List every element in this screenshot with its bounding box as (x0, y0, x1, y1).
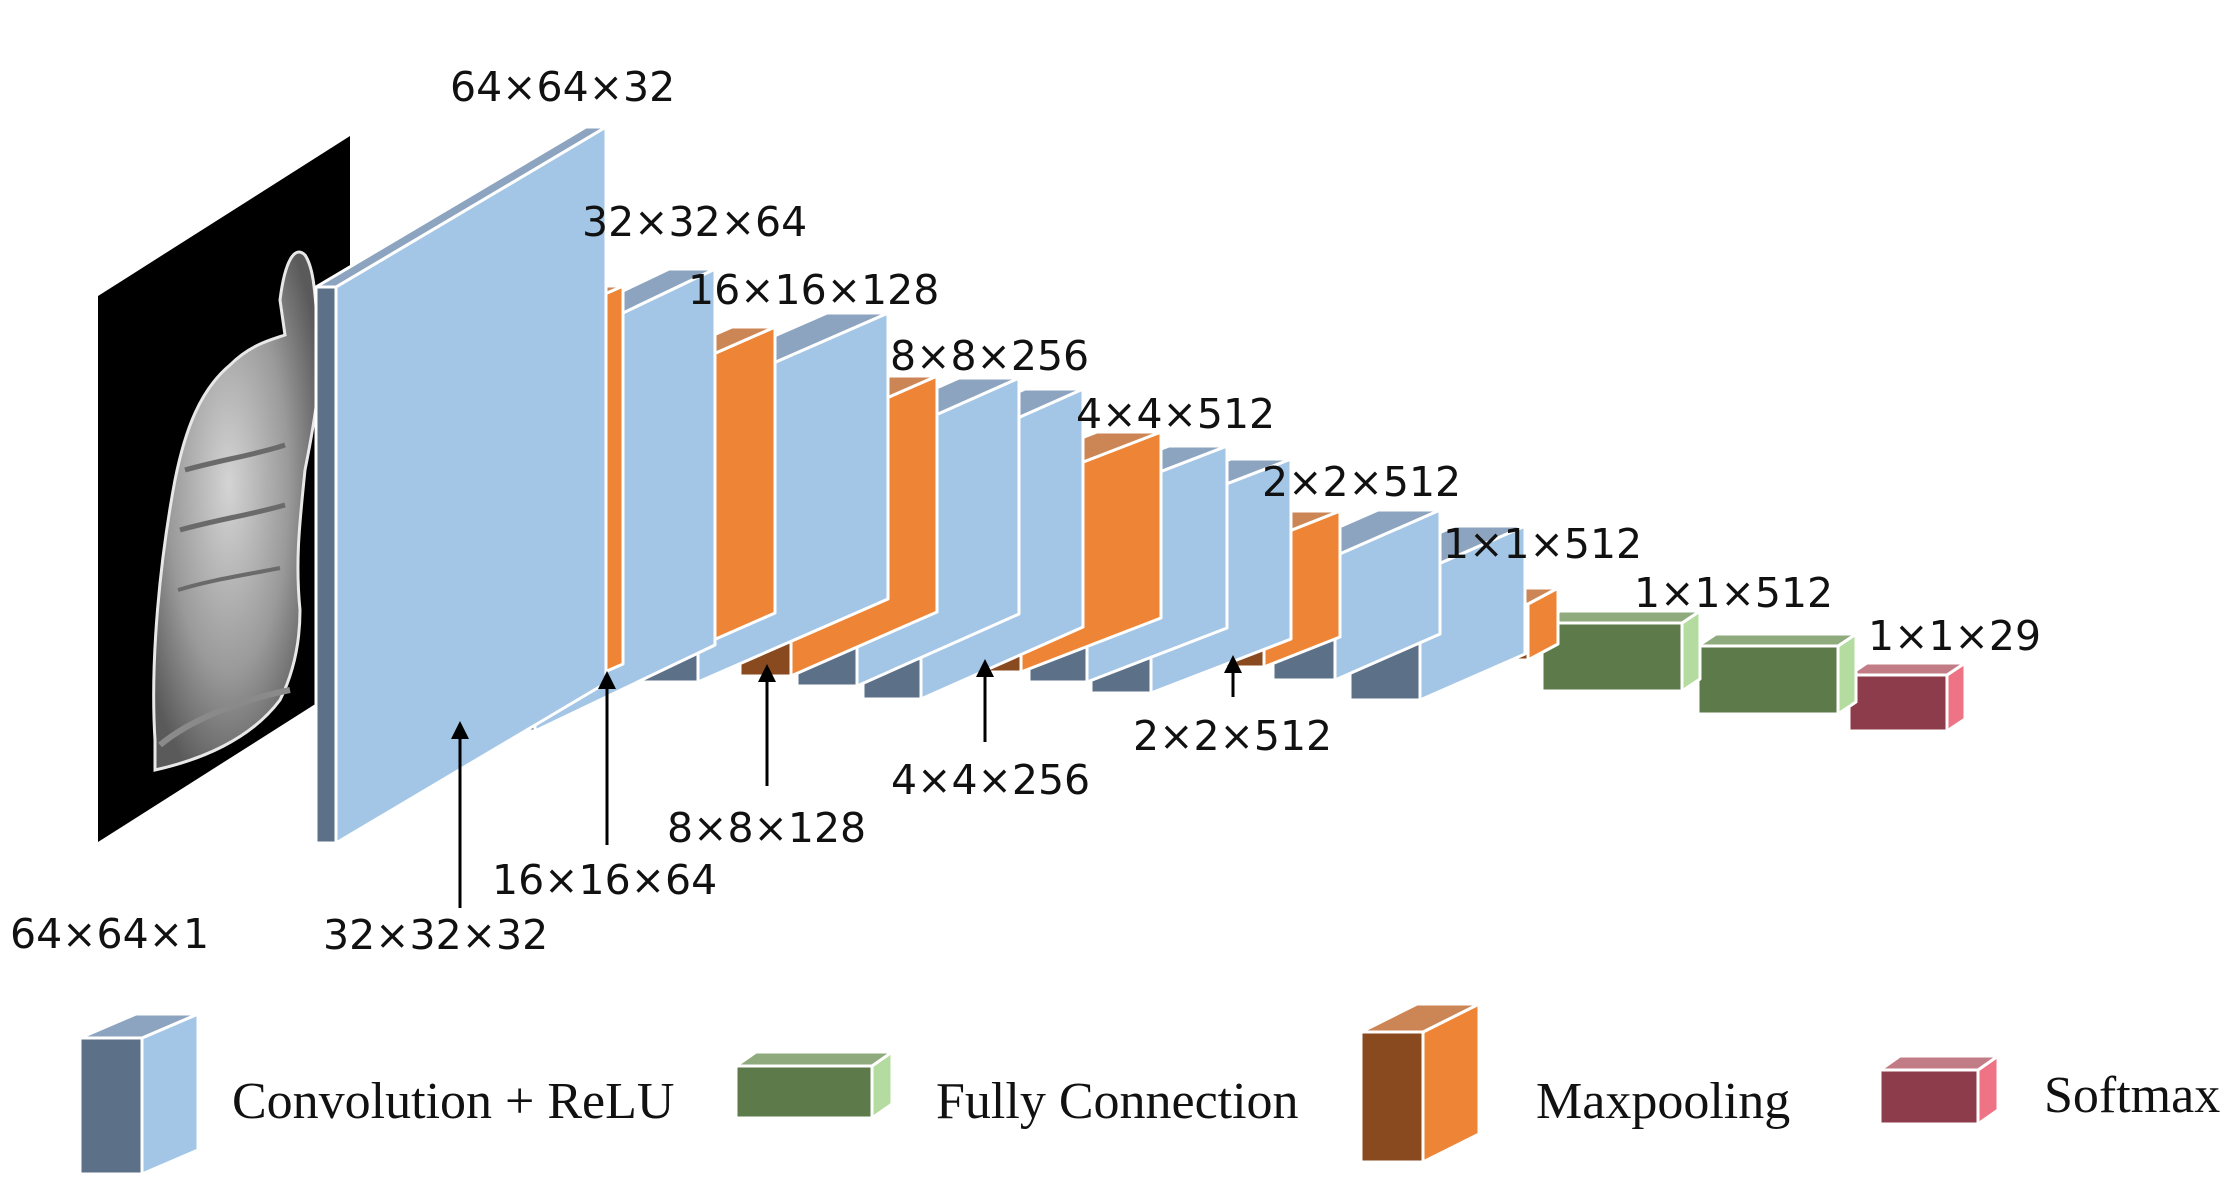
legend: Convolution + ReLU Fully Connection Maxp… (78, 1002, 2220, 1176)
input-image (98, 136, 350, 842)
label-pool5: 2×2×512 (1133, 712, 1332, 760)
legend-fc-icon-top-face (734, 1050, 894, 1068)
fc-block-1 (1540, 609, 1702, 693)
legend-softmax-icon (1878, 1054, 2000, 1126)
dimension-labels: 64×64×1 64×64×32 32×32×32 32×32×64 16×16… (10, 63, 2041, 959)
conv1-block-front-face (314, 285, 338, 845)
legend-label-conv: Convolution + ReLU (232, 1073, 674, 1130)
softmax-block-front-face (1847, 673, 1949, 733)
conv1-block-side-face (334, 125, 608, 845)
label-conv6: 2×2×512 (1262, 458, 1461, 506)
fc-block-2 (1696, 632, 1858, 716)
label-pool6: 1×1×512 (1443, 520, 1642, 568)
softmax-block (1847, 661, 1967, 733)
fc-block-2-top-face (1696, 632, 1858, 648)
label-pool2: 16×16×64 (492, 856, 717, 904)
layer-blocks (314, 125, 1967, 845)
legend-conv-icon (78, 1012, 200, 1176)
legend-label-pool: Maxpooling (1536, 1073, 1790, 1130)
label-fc: 1×1×512 (1634, 569, 1833, 617)
fc-block-2-front-face (1696, 644, 1840, 716)
label-input: 64×64×1 (10, 910, 209, 958)
legend-label-softmax: Softmax (2044, 1067, 2220, 1124)
hand-gesture-image (152, 250, 322, 772)
label-conv5: 4×4×512 (1076, 390, 1275, 438)
label-conv2: 32×32×64 (582, 198, 807, 246)
label-conv3: 16×16×128 (688, 266, 939, 314)
label-conv1: 64×64×32 (450, 63, 675, 111)
legend-conv-icon-front-face (78, 1036, 144, 1176)
label-softmax: 1×1×29 (1868, 612, 2041, 660)
legend-label-fc: Fully Connection (936, 1073, 1299, 1130)
label-pool4: 4×4×256 (891, 756, 1090, 804)
legend-conv-icon-side-face (140, 1012, 200, 1176)
legend-fc-icon (734, 1050, 894, 1120)
label-conv4: 8×8×256 (890, 332, 1089, 380)
legend-pool-icon (1359, 1002, 1481, 1164)
legend-softmax-icon-top-face (1878, 1054, 2000, 1072)
label-pool1: 32×32×32 (323, 911, 548, 959)
legend-fc-icon-front-face (734, 1064, 874, 1120)
label-pool3: 8×8×128 (667, 804, 866, 852)
softmax-block-top-face (1847, 661, 1967, 677)
pool-arrows (451, 655, 1242, 908)
conv1-block (314, 125, 608, 845)
fc-block-1-front-face (1540, 621, 1684, 693)
legend-softmax-icon-front-face (1878, 1068, 1980, 1126)
legend-pool-icon-front-face (1359, 1030, 1425, 1164)
